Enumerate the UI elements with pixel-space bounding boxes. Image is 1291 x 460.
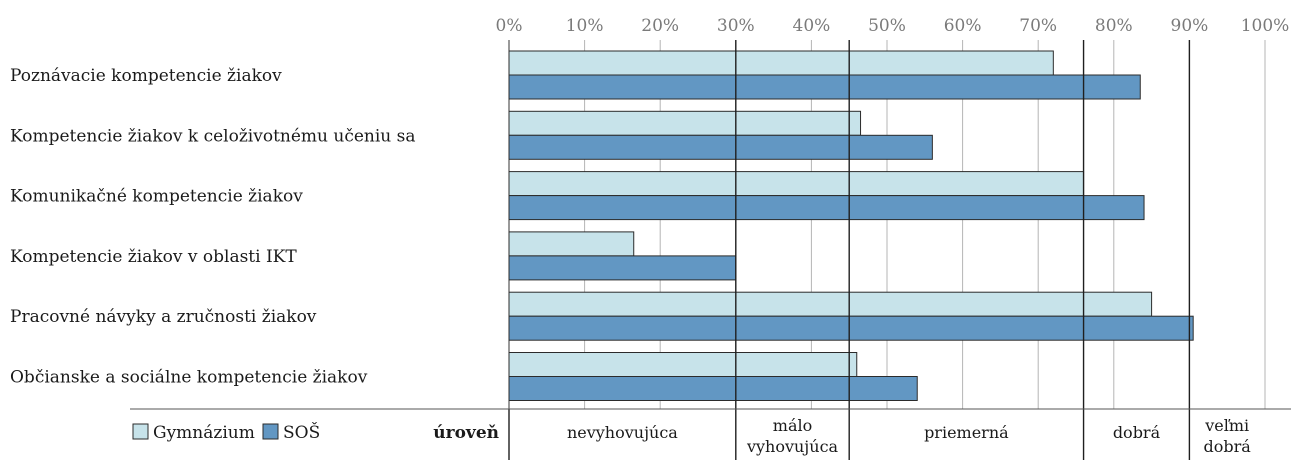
x-tick-label: 50% — [868, 16, 906, 36]
category-label: Občianske a sociálne kompetencie žiakov — [10, 368, 368, 388]
category-label: Komunikačné kompetencie žiakov — [10, 187, 303, 207]
level-labels: nevyhovujúca málo vyhovujúca priemerná dobrá… — [567, 416, 1251, 456]
x-tick-label: 20% — [641, 16, 679, 36]
x-tick-label: 100% — [1241, 16, 1290, 36]
legend-swatch — [132, 423, 149, 440]
bar-gymnazium — [508, 171, 1085, 197]
bar-sos — [508, 376, 918, 401]
bar-sos — [508, 315, 1194, 341]
bar-gymnazium — [508, 291, 1153, 317]
x-tick-label: 70% — [1019, 16, 1057, 36]
bar-gymnazium — [508, 231, 635, 257]
x-tick-label: 30% — [717, 16, 755, 36]
legend: Gymnázium SOŠ — [132, 422, 320, 443]
bar-sos — [508, 134, 933, 160]
legend-label: SOŠ — [283, 422, 320, 443]
bars — [508, 50, 1194, 401]
bar-sos — [508, 255, 737, 281]
legend-label: Gymnázium — [153, 423, 255, 443]
level-label: veľmi dobrá — [1204, 416, 1252, 456]
bar-gymnazium — [508, 352, 858, 377]
level-label: málo vyhovujúca — [746, 416, 839, 456]
x-tick-label: 0% — [496, 16, 523, 36]
category-label: Poznávacie kompetencie žiakov — [10, 66, 282, 86]
level-label: nevyhovujúca — [567, 423, 678, 442]
category-labels: Poznávacie kompetencie žiakov Kompetencie… — [10, 66, 416, 388]
x-tick-label: 40% — [793, 16, 831, 36]
bar-sos — [508, 195, 1145, 221]
level-title: úroveň — [433, 423, 499, 443]
x-tick-label: 60% — [944, 16, 982, 36]
x-tick-label: 10% — [566, 16, 604, 36]
bar-gymnazium — [508, 110, 862, 136]
bar-gymnazium — [508, 50, 1054, 76]
x-tick-label: 80% — [1095, 16, 1133, 36]
category-label: Kompetencie žiakov v oblasti IKT — [10, 247, 297, 267]
x-tick-label: 90% — [1171, 16, 1209, 36]
category-label: Pracovné návyky a zručnosti žiakov — [10, 307, 317, 327]
bar-sos — [508, 74, 1141, 100]
level-boundaries — [508, 40, 1191, 460]
level-label: dobrá — [1113, 423, 1161, 442]
category-label: Kompetencie žiakov k celoživotnému učeni… — [10, 126, 416, 146]
legend-swatch — [262, 423, 279, 440]
level-label: priemerná — [924, 423, 1009, 442]
x-tick-labels: 0% 10% 20% 30% 40% 50% 60% 70% 80% 90% 100% — [496, 16, 1290, 36]
